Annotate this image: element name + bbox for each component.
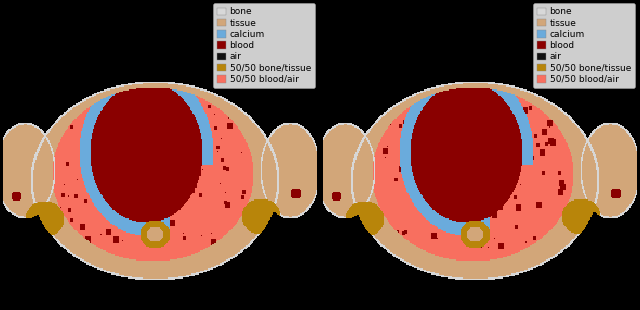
Legend: bone, tissue, calcium, blood, air, 50/50 bone/tissue, 50/50 blood/air: bone, tissue, calcium, blood, air, 50/50… [533,3,635,88]
Legend: bone, tissue, calcium, blood, air, 50/50 bone/tissue, 50/50 blood/air: bone, tissue, calcium, blood, air, 50/50… [213,3,315,88]
